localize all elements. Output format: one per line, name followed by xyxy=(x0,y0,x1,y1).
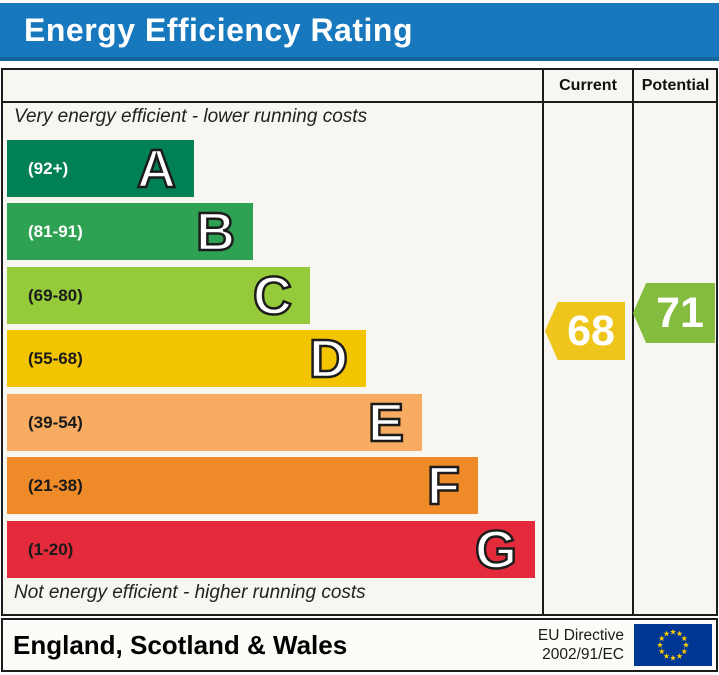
band-range: (81-91) xyxy=(28,221,83,241)
band-letter: G xyxy=(474,519,519,580)
band-range: (39-54) xyxy=(28,412,83,432)
potential-rating-value: 71 xyxy=(656,288,704,337)
region-label: England, Scotland & Wales xyxy=(13,629,348,660)
column-header-current: Current xyxy=(559,77,617,94)
eu-flag-icon xyxy=(634,624,712,666)
band-letter: A xyxy=(136,138,178,199)
rating-table: Current Potential Very energy efficient … xyxy=(1,68,718,616)
band-f: (21-38) F xyxy=(7,457,478,514)
header-row-divider xyxy=(3,101,716,103)
band-letter: E xyxy=(367,392,406,453)
band-d: (55-68) D xyxy=(7,330,366,387)
band-range: (21-38) xyxy=(28,475,83,495)
band-letter: C xyxy=(252,265,294,326)
footer: England, Scotland & Wales EU Directive 2… xyxy=(1,618,718,672)
band-e: (39-54) E xyxy=(7,394,422,451)
band-g: (1-20) G xyxy=(7,521,535,578)
band-range: (92+) xyxy=(28,158,69,178)
band-letter: D xyxy=(308,328,350,389)
bottom-note: Not energy efficient - higher running co… xyxy=(14,582,366,603)
eu-directive-line1: EU Directive xyxy=(537,627,624,644)
column-header-potential: Potential xyxy=(641,77,710,94)
top-note: Very energy efficient - lower running co… xyxy=(14,106,368,127)
band-range: (69-80) xyxy=(28,285,83,305)
potential-rating-arrow: 71 xyxy=(633,283,715,343)
current-rating-value: 68 xyxy=(567,306,615,355)
band-a: (92+) A xyxy=(7,140,194,197)
current-rating-arrow: 68 xyxy=(545,302,625,360)
band-range: (1-20) xyxy=(28,539,74,559)
eu-directive-label: EU Directive 2002/91/EC xyxy=(538,627,624,665)
band-letter: F xyxy=(426,455,462,516)
column-divider-potential xyxy=(632,70,634,614)
band-letter: B xyxy=(195,201,237,262)
page-title: Energy Efficiency Rating xyxy=(24,11,413,48)
eu-directive-line2: 2002/91/EC xyxy=(542,645,624,663)
band-range: (55-68) xyxy=(28,348,83,368)
column-divider-current xyxy=(542,70,544,614)
band-c: (69-80) C xyxy=(7,267,310,324)
band-b: (81-91) B xyxy=(7,203,253,260)
title-bar: Energy Efficiency Rating xyxy=(0,3,719,61)
